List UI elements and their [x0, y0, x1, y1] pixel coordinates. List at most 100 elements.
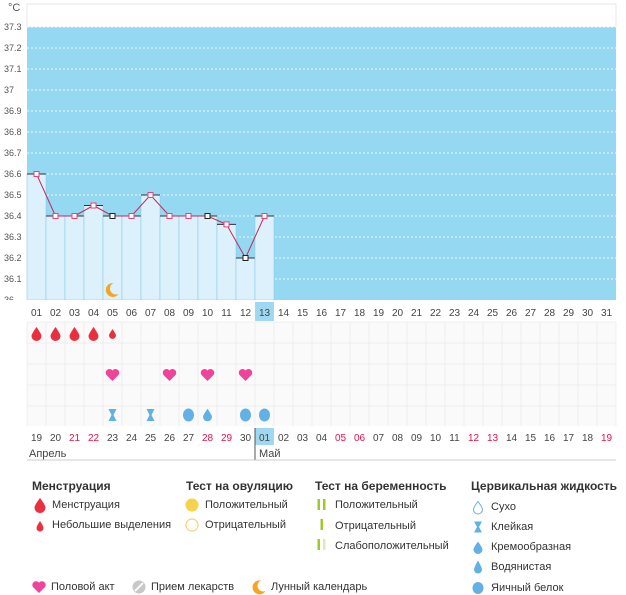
cycle-day-label: 31	[601, 308, 613, 319]
y-tick-label: 36.8	[4, 127, 22, 137]
medication-pill-icon	[132, 580, 146, 594]
temperature-point	[109, 213, 116, 219]
calendar-date-label: 23	[107, 433, 119, 444]
pregnancy-weak-positive-icon	[317, 539, 326, 550]
cycle-day-label: 06	[126, 308, 138, 319]
y-tick-label: 36.7	[4, 148, 22, 158]
month-label: Май	[259, 448, 281, 460]
legend-title-pregnancy-test: Тест на беременность	[315, 479, 447, 493]
cycle-day-label: 05	[107, 308, 119, 319]
temperature-bar	[235, 257, 256, 301]
y-tick-label: 36.1	[4, 274, 22, 284]
temperature-point	[185, 213, 192, 219]
fluid-watery-icon	[240, 408, 251, 422]
calendar-date-label: 26	[164, 433, 176, 444]
y-tick-label: 37.3	[4, 22, 22, 32]
cycle-day-label: 29	[563, 308, 575, 319]
plot-header-strip	[26, 3, 617, 28]
cycle-day-label: 12	[240, 308, 252, 319]
ovulation-positive-icon	[185, 498, 199, 512]
cycle-day-label: 22	[430, 308, 442, 319]
legend-title-cervical-fluid: Цервикальная жидкость	[471, 479, 618, 493]
menstruation-drop-icon	[50, 327, 61, 342]
calendar-date-label: 19	[31, 433, 43, 444]
intercourse-heart-icon	[105, 369, 120, 381]
legend-label-ovulation-positive: Положительный	[205, 499, 288, 511]
pregnancy-positive-icon	[317, 499, 326, 510]
temperature-bar	[26, 173, 47, 301]
calendar-date-label: 20	[50, 433, 62, 444]
cycle-day-label: 11	[221, 308, 232, 319]
calendar-date-label: 24	[126, 433, 138, 444]
cycle-day-label: 28	[544, 308, 556, 319]
y-tick-label: 36.3	[4, 232, 22, 242]
y-unit-label: °C	[8, 2, 20, 14]
menstruation-drop-icon	[88, 327, 99, 342]
fluid-watery-icon	[259, 408, 270, 422]
cycle-day-label: 20	[392, 308, 404, 319]
temperature-point	[223, 221, 230, 228]
fluid-egg-white-icon	[472, 582, 484, 594]
calendar-date-label: 16	[544, 433, 556, 444]
temperature-bar	[178, 215, 199, 301]
fluid-sticky-icon	[146, 409, 155, 421]
intercourse-heart-icon	[32, 581, 46, 593]
calendar-date-label: 25	[145, 433, 157, 444]
calendar-date-label: 10	[430, 433, 442, 444]
temperature-point	[204, 213, 211, 219]
calendar-date-label: 21	[69, 433, 81, 444]
current-day-highlight	[255, 302, 274, 321]
menstruation-drop-icon	[34, 498, 46, 513]
calendar-date-label: 30	[240, 433, 252, 444]
symptom-grid-background	[27, 322, 616, 426]
cycle-day-label: 17	[335, 308, 347, 319]
temperature-point	[90, 202, 97, 209]
calendar-date-label: 04	[316, 433, 328, 444]
temperature-bar	[45, 215, 66, 301]
temperature-point	[242, 255, 249, 261]
temperature-bar	[102, 215, 123, 301]
calendar-date-label: 29	[221, 433, 233, 444]
legend-label-menstruation: Менструация	[52, 499, 120, 511]
cycle-day-label: 26	[506, 308, 518, 319]
temperature-point	[128, 213, 135, 219]
intercourse-heart-icon	[238, 369, 253, 381]
calendar-date-label: 02	[278, 433, 290, 444]
legend-label-pregnancy-negative: Отрицательный	[335, 520, 416, 532]
cycle-day-strip-background	[0, 300, 626, 322]
temperature-point	[166, 213, 173, 219]
ovulation-negative-icon	[185, 518, 199, 532]
temperature-markers	[33, 171, 268, 261]
calendar-date-label: 06	[354, 433, 366, 444]
fluid-watery-icon	[474, 560, 482, 574]
fluid-creamy-icon	[473, 541, 483, 554]
month-start-highlight	[255, 428, 274, 445]
fluid-sticky-icon	[108, 409, 117, 421]
legend-label-fluid-creamy: Кремообразная	[491, 541, 572, 553]
temperature-point	[71, 213, 78, 219]
cycle-day-label: 25	[487, 308, 499, 319]
light-discharge-drop-icon	[36, 521, 44, 532]
y-tick-label: 36.5	[4, 190, 22, 200]
calendar-date-strip: 19 20 21 22 23 24 25 26 27 28 29 30 01 02 03 04 05 06 07 08…	[27, 428, 616, 461]
temperature-point	[33, 171, 40, 177]
cycle-day-strip: 01 02 03 04 05 06 07 08 09 10 11 12 13 14 15 16 17 18 19 20…	[0, 300, 626, 322]
y-tick-label: 36.4	[4, 211, 22, 221]
legend-label-fluid-dry: Сухо	[491, 501, 516, 513]
legend-label-fluid-egg-white: Яичный белок	[491, 582, 564, 594]
menstruation-drop-icon	[31, 327, 42, 342]
calendar-date-label: 18	[582, 433, 594, 444]
legend-label-pregnancy-positive: Положительный	[335, 499, 418, 511]
fluid-watery-icon	[183, 408, 194, 422]
temperature-point	[147, 192, 154, 198]
cycle-day-label: 16	[316, 308, 328, 319]
calendar-date-label: 05	[335, 433, 347, 444]
temperature-bar	[254, 215, 275, 301]
legend-label-medication: Прием лекарств	[151, 581, 235, 593]
calendar-date-label: 27	[183, 433, 195, 444]
cycle-day-label: 07	[145, 308, 157, 319]
temperature-point	[52, 213, 59, 219]
calendar-date-label: 14	[506, 433, 518, 444]
temperature-point	[261, 213, 268, 219]
cycle-day-label: 09	[183, 308, 195, 319]
